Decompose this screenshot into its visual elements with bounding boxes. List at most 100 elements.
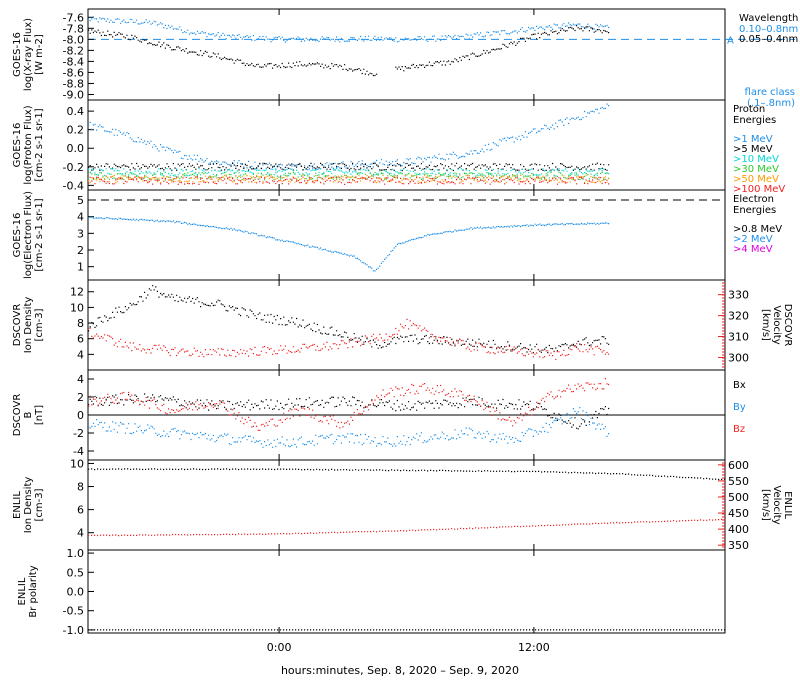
y-axis-label: GOES-16log(X-ray Flux)[W m-2] — [12, 18, 45, 91]
series->50 MeV — [88, 174, 610, 184]
y-axis-label-line: ENLIL — [17, 577, 28, 605]
legend-title: Wavelength — [739, 13, 798, 24]
y-tick-label: 1.0 — [67, 547, 85, 560]
x-tick-label: 0:00 — [267, 641, 292, 654]
y-axis-label-line: [cm-3] — [34, 308, 45, 341]
y2-tick-label: 350 — [728, 539, 749, 552]
series-Bx — [88, 393, 610, 430]
legend-entry: 0.10–0.8nm — [739, 24, 798, 35]
y-tick-label: -8.8 — [63, 77, 84, 90]
legend-entry: Bx — [733, 380, 746, 391]
y-tick-label: 6 — [77, 333, 84, 346]
y-axis-label: ENLILBr polarity — [17, 565, 39, 617]
y-tick-label: 4 — [77, 348, 84, 361]
y-tick-label: -7.8 — [63, 22, 84, 35]
panel-frame — [87, 459, 726, 551]
series-Ion Density — [88, 285, 610, 354]
y-tick-label: -9.0 — [63, 88, 84, 101]
y2-tick-label: 400 — [728, 523, 749, 536]
y2-axis-label-line: Velocity — [771, 305, 782, 344]
y-tick-label: 6 — [77, 504, 84, 517]
y-tick-label: -0.5 — [63, 605, 84, 618]
y-axis-label-line: DSCOVR — [12, 394, 23, 437]
legend-entry: 0.05–0.4nm — [739, 34, 798, 45]
legend-entry: >4 MeV — [733, 244, 773, 255]
y2-axis-label-line: DSCOVR — [782, 304, 793, 347]
legend-title: Energies — [733, 205, 776, 216]
y-tick-label: 0.5 — [67, 566, 85, 579]
y-tick-label: 0.0 — [67, 142, 85, 155]
legend-entry: >10 MeV — [733, 154, 779, 165]
y2-axis-label-line: Velocity — [771, 485, 782, 524]
y2-tick-label: 550 — [728, 475, 749, 488]
y-tick-label: 12 — [70, 286, 84, 299]
y2-tick-label: 300 — [728, 351, 749, 364]
y-tick-label: 2 — [77, 391, 84, 404]
flare-class-label: A — [727, 35, 734, 46]
y-tick-label: 8 — [77, 317, 84, 330]
series-Velocity — [88, 518, 726, 537]
flare-class-caption: flare class — [745, 87, 795, 98]
y-axis-label-line: log(Proton Flux) — [23, 105, 34, 184]
series->30 MeV — [88, 171, 610, 181]
y-axis-label-line: [cm-3] — [34, 488, 45, 521]
y-tick-label: -8.2 — [63, 44, 84, 57]
y-axis-label-line: [nT] — [34, 405, 45, 425]
y-tick-label: 10 — [70, 301, 84, 314]
y-axis-label: DSCOVRB[nT] — [12, 394, 45, 437]
series->5 MeV — [88, 162, 610, 172]
y-axis-label: DSCOVRIon Density[cm-3] — [12, 297, 45, 354]
legend-entry: >2 MeV — [733, 234, 773, 245]
y-tick-label: -7.6 — [63, 11, 84, 24]
y2-tick-label: 320 — [728, 310, 749, 323]
y-tick-label: 2 — [77, 244, 84, 257]
y-axis-label: GOES-16log(Proton Flux)[cm-2 s-1 sr-1] — [12, 105, 45, 184]
y2-axis-label: ENLILVelocity[km/s] — [760, 485, 793, 524]
series->2 MeV — [88, 216, 610, 272]
y-axis-label-line: Ion Density — [23, 297, 34, 354]
flare-class-caption: (.1–.8nm) — [747, 98, 795, 109]
y-tick-label: 0.4 — [67, 105, 85, 118]
series->10 MeV — [88, 168, 610, 177]
y-tick-label: -0.4 — [63, 179, 84, 192]
y-tick-label: 4 — [77, 373, 84, 386]
y-tick-label: 5 — [77, 194, 84, 207]
y-tick-label: -4 — [73, 445, 84, 458]
y-tick-label: -8.6 — [63, 66, 84, 79]
series-0.05–0.4nm — [88, 25, 610, 77]
series->100 MeV — [88, 176, 610, 185]
y2-tick-label: 450 — [728, 507, 749, 520]
series-Velocity — [88, 318, 610, 360]
y-tick-label: -8.4 — [63, 55, 84, 68]
y-axis-label-line: [cm-2 s-1 sr-1] — [34, 198, 45, 271]
y-axis-label: GOES-16log(Electron Flux)[cm-2 s-1 sr-1] — [12, 191, 45, 279]
y-tick-label: 0 — [77, 409, 84, 422]
y-axis-label-line: GOES-16 — [12, 32, 23, 77]
series-By — [88, 407, 610, 448]
y2-tick-label: 330 — [728, 289, 749, 302]
y2-axis-label: DSCOVRVelocity[km/s] — [760, 304, 793, 347]
y-tick-label: 4 — [77, 211, 84, 224]
legend-entry: >1 MeV — [733, 134, 773, 145]
y-axis-label-line: GOES-16 — [12, 213, 23, 258]
series-Bz — [88, 378, 610, 431]
panel-frame — [87, 189, 726, 281]
legend-title: Electron — [733, 194, 774, 205]
y-tick-label: 1 — [77, 261, 84, 274]
y-axis-label-line: [W m-2] — [34, 34, 45, 75]
panel-frame — [87, 8, 726, 101]
y-tick-label: 3 — [77, 227, 84, 240]
y-tick-label: 10 — [70, 457, 84, 470]
y-tick-label: -2 — [73, 427, 84, 440]
legend-title: Proton — [733, 104, 765, 115]
y-axis-label-line: GOES-16 — [12, 123, 23, 168]
y2-axis-label-line: [km/s] — [760, 309, 771, 341]
legend-entry: By — [733, 402, 746, 413]
y-tick-label: -1.0 — [63, 624, 84, 637]
y2-tick-label: 600 — [728, 459, 749, 472]
legend-entry: >5 MeV — [733, 144, 773, 155]
y-axis-label-line: Ion Density — [23, 477, 34, 534]
legend-entry: >30 MeV — [733, 164, 779, 175]
